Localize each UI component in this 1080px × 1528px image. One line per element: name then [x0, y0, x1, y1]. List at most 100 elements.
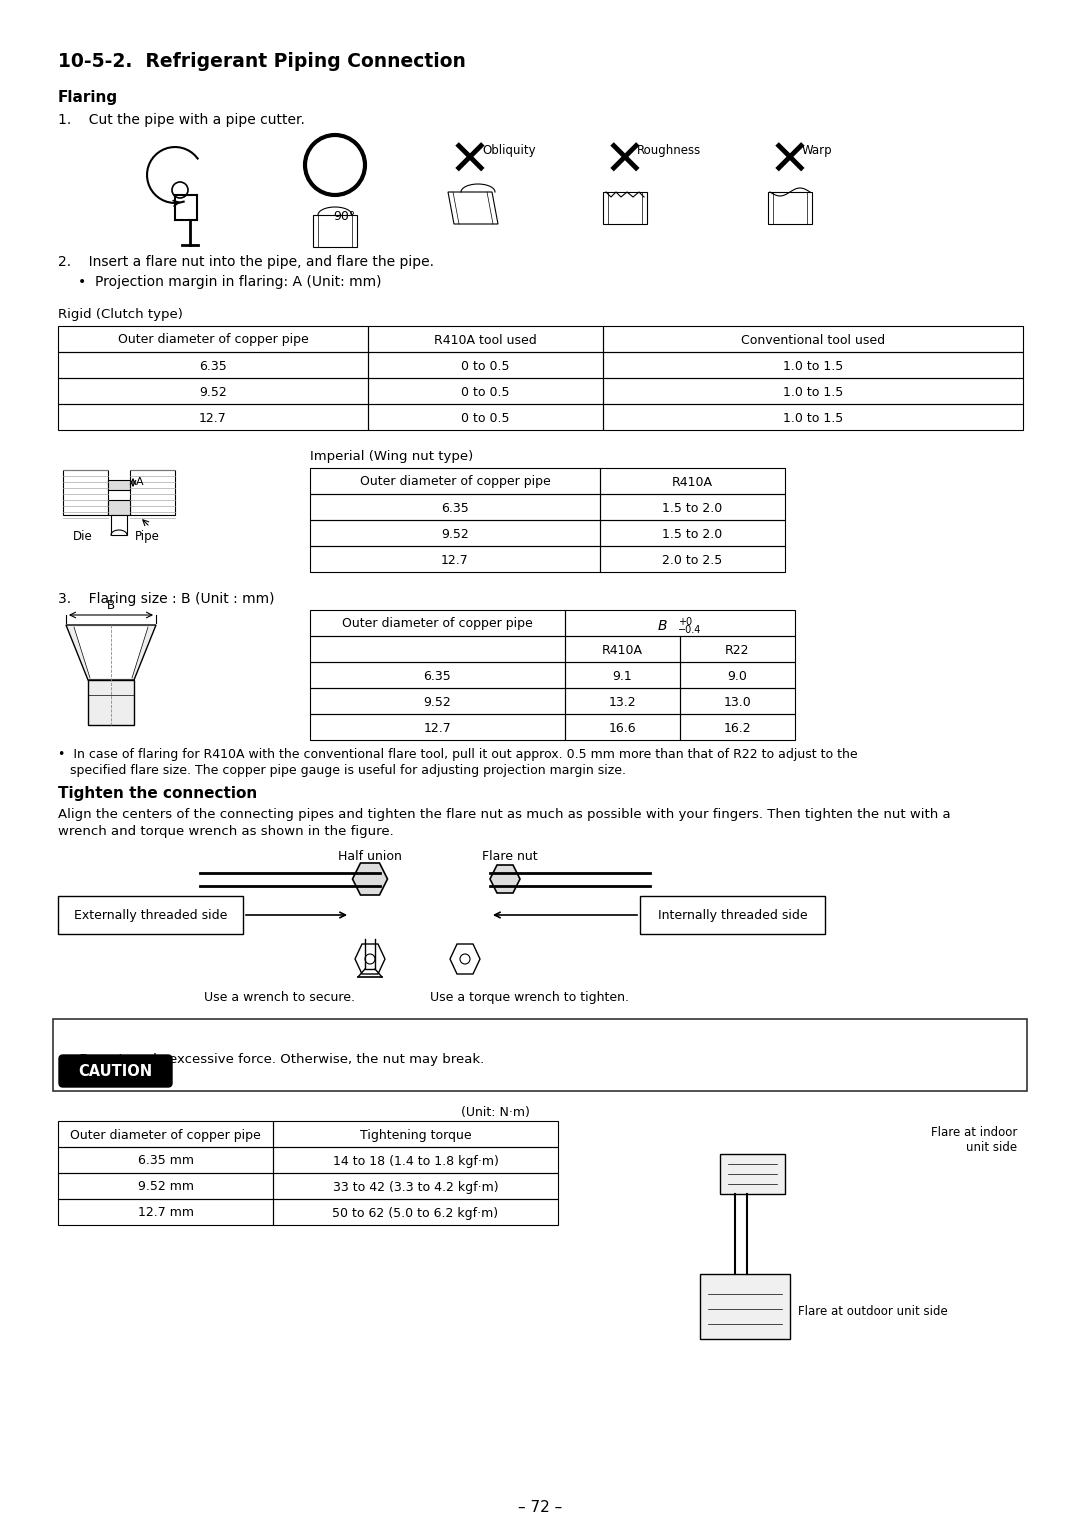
Bar [603, 325, 1023, 351]
Text: Warp: Warp [802, 144, 833, 157]
Text: ✕: ✕ [604, 138, 646, 186]
Polygon shape [448, 193, 498, 225]
Bar [680, 714, 795, 740]
Text: Tightening torque: Tightening torque [360, 1129, 471, 1141]
Text: •  In case of flaring for R410A with the conventional flare tool, pull it out ap: • In case of flaring for R410A with the … [58, 749, 858, 761]
Text: 0 to 0.5: 0 to 0.5 [461, 385, 510, 399]
Bar [368, 351, 603, 377]
Text: ✕: ✕ [769, 138, 811, 186]
Polygon shape [352, 863, 388, 895]
Text: Flare nut: Flare nut [482, 850, 538, 863]
Bar [310, 610, 565, 636]
Text: 9.0: 9.0 [728, 669, 747, 683]
Polygon shape [450, 944, 480, 973]
Text: specified flare size. The copper pipe gauge is useful for adjusting projection m: specified flare size. The copper pipe ga… [58, 764, 626, 778]
Circle shape [365, 953, 375, 964]
Polygon shape [490, 865, 519, 892]
Text: Half union: Half union [338, 850, 402, 863]
Bar [273, 1148, 558, 1174]
Text: 10-5-2.  Refrigerant Piping Connection: 10-5-2. Refrigerant Piping Connection [58, 52, 465, 70]
Bar [273, 1199, 558, 1225]
Text: 9.1: 9.1 [612, 669, 633, 683]
Text: B: B [107, 599, 116, 613]
Text: Externally threaded side: Externally threaded side [73, 909, 227, 923]
Text: Flare at indoor
unit side: Flare at indoor unit side [931, 1126, 1017, 1154]
Polygon shape [75, 626, 148, 678]
Bar [310, 636, 565, 662]
Bar [565, 662, 680, 688]
Text: 14 to 18 (1.4 to 1.8 kgf·m): 14 to 18 (1.4 to 1.8 kgf·m) [333, 1155, 499, 1167]
Text: 50 to 62 (5.0 to 6.2 kgf·m): 50 to 62 (5.0 to 6.2 kgf·m) [333, 1207, 499, 1219]
Bar [603, 193, 647, 225]
Bar [700, 1274, 789, 1339]
Text: CAUTION: CAUTION [79, 1063, 152, 1079]
Bar [58, 1122, 273, 1148]
Bar [273, 1122, 558, 1148]
Text: 12.7: 12.7 [441, 553, 469, 567]
Text: Outer diameter of copper pipe: Outer diameter of copper pipe [342, 617, 532, 631]
Text: 1.0 to 1.5: 1.0 to 1.5 [783, 385, 843, 399]
Bar [640, 895, 825, 934]
Bar [310, 688, 565, 714]
Text: (Unit: N·m): (Unit: N·m) [461, 1106, 530, 1118]
Text: 1.    Cut the pipe with a pipe cutter.: 1. Cut the pipe with a pipe cutter. [58, 113, 305, 127]
Bar [680, 688, 795, 714]
Text: Outer diameter of copper pipe: Outer diameter of copper pipe [360, 475, 551, 489]
Text: Pipe: Pipe [135, 530, 160, 542]
Text: •  Projection margin in flaring: A (Unit: mm): • Projection margin in flaring: A (Unit:… [78, 275, 381, 289]
Text: Die: Die [73, 530, 93, 542]
Text: •  Do not apply excessive force. Otherwise, the nut may break.: • Do not apply excessive force. Otherwis… [63, 1053, 484, 1067]
Text: Conventional tool used: Conventional tool used [741, 333, 886, 347]
Bar [565, 688, 680, 714]
Bar [273, 1174, 558, 1199]
Bar [565, 714, 680, 740]
Text: −0.4: −0.4 [678, 625, 701, 636]
Bar [600, 545, 785, 571]
Text: R410A: R410A [672, 475, 713, 489]
Text: 13.0: 13.0 [724, 695, 752, 709]
Text: Obliquity: Obliquity [482, 144, 536, 157]
Bar [368, 377, 603, 403]
Text: 2.    Insert a flare nut into the pipe, and flare the pipe.: 2. Insert a flare nut into the pipe, and… [58, 255, 434, 269]
Bar [603, 403, 1023, 429]
Text: Flaring: Flaring [58, 90, 118, 105]
Text: 90°: 90° [333, 209, 355, 223]
Bar [58, 1148, 273, 1174]
Polygon shape [66, 625, 156, 680]
Text: Outer diameter of copper pipe: Outer diameter of copper pipe [70, 1129, 261, 1141]
Text: A: A [136, 477, 144, 487]
Bar [603, 351, 1023, 377]
Bar [310, 545, 600, 571]
Text: 1.5 to 2.0: 1.5 to 2.0 [662, 501, 723, 515]
Text: Rigid (Clutch type): Rigid (Clutch type) [58, 309, 183, 321]
Text: 1.0 to 1.5: 1.0 to 1.5 [783, 359, 843, 373]
Bar [603, 377, 1023, 403]
Text: Outer diameter of copper pipe: Outer diameter of copper pipe [118, 333, 309, 347]
Bar [58, 403, 368, 429]
Text: 1.0 to 1.5: 1.0 to 1.5 [783, 411, 843, 425]
Bar [310, 520, 600, 545]
Text: Use a torque wrench to tighten.: Use a torque wrench to tighten. [431, 992, 630, 1004]
Text: R410A tool used: R410A tool used [434, 333, 537, 347]
Text: 6.35: 6.35 [199, 359, 227, 373]
Bar [58, 377, 368, 403]
Bar [58, 351, 368, 377]
Text: 0 to 0.5: 0 to 0.5 [461, 359, 510, 373]
Text: Internally threaded side: Internally threaded side [658, 909, 808, 923]
Bar [58, 1174, 273, 1199]
Bar [600, 520, 785, 545]
Text: 9.52 mm: 9.52 mm [137, 1181, 193, 1193]
Polygon shape [355, 944, 384, 973]
Bar [63, 471, 108, 515]
Bar [58, 1199, 273, 1225]
Bar [600, 468, 785, 494]
Circle shape [460, 953, 470, 964]
Text: 16.6: 16.6 [609, 721, 636, 735]
Text: 2.0 to 2.5: 2.0 to 2.5 [662, 553, 723, 567]
Bar [108, 500, 130, 515]
Bar [680, 662, 795, 688]
Text: B: B [658, 619, 672, 633]
Text: Tighten the connection: Tighten the connection [58, 785, 257, 801]
Bar [768, 193, 812, 225]
Text: 9.52: 9.52 [199, 385, 227, 399]
